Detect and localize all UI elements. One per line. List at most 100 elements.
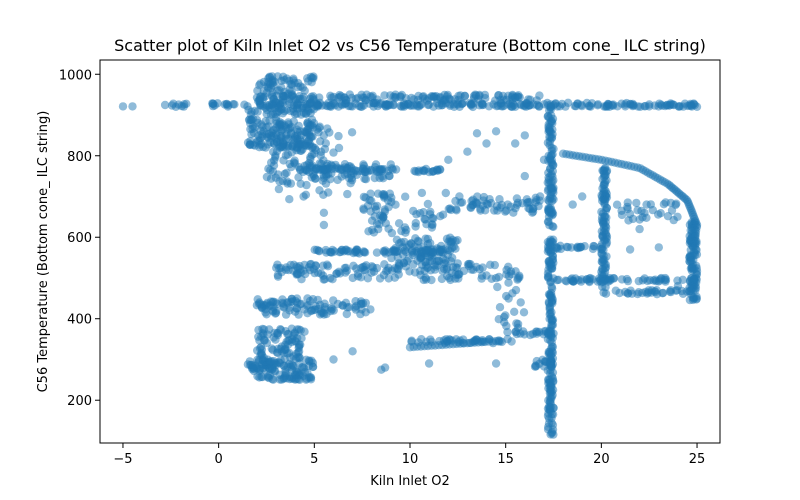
- data-point: [349, 261, 358, 270]
- data-point: [315, 186, 324, 195]
- data-point: [563, 98, 573, 108]
- data-point: [544, 290, 554, 299]
- data-point: [361, 95, 370, 105]
- data-point: [267, 357, 276, 366]
- data-point: [417, 188, 427, 198]
- data-point: [277, 125, 286, 134]
- data-point: [347, 128, 357, 137]
- data-point: [273, 272, 283, 281]
- data-point: [360, 174, 369, 183]
- data-point: [358, 299, 368, 308]
- data-point: [417, 335, 426, 344]
- data-point: [601, 223, 611, 232]
- data-point: [623, 202, 632, 212]
- data-point: [284, 118, 293, 127]
- data-point: [319, 271, 328, 280]
- y-tick-label: 600: [67, 231, 92, 246]
- data-point: [634, 288, 643, 297]
- data-point: [546, 394, 556, 404]
- data-point: [367, 216, 377, 225]
- data-point: [546, 171, 555, 181]
- data-point: [310, 149, 319, 158]
- data-point: [262, 338, 272, 348]
- data-point: [455, 270, 464, 279]
- data-point: [334, 143, 344, 153]
- data-point: [341, 268, 350, 277]
- data-point: [463, 147, 472, 156]
- data-point: [274, 184, 284, 194]
- data-point: [640, 274, 649, 283]
- x-tick-label: 20: [593, 452, 610, 467]
- x-axis: −5 0 5 10 15 20 25: [113, 443, 705, 467]
- data-point: [494, 91, 503, 100]
- data-point: [628, 99, 637, 109]
- x-tick-label: 0: [215, 452, 223, 467]
- data-point: [546, 192, 555, 201]
- data-point: [687, 100, 696, 110]
- data-point: [472, 129, 482, 138]
- data-point: [379, 270, 389, 280]
- data-point: [385, 171, 394, 181]
- data-point: [602, 203, 611, 213]
- data-point: [342, 164, 352, 173]
- data-point: [672, 199, 681, 208]
- data-point: [167, 101, 177, 110]
- data-point: [546, 386, 555, 395]
- data-point: [545, 403, 554, 412]
- data-point: [300, 127, 309, 136]
- data-point: [486, 260, 495, 269]
- data-point: [245, 115, 254, 124]
- data-point: [338, 301, 347, 310]
- data-point: [266, 138, 275, 147]
- data-point: [582, 275, 592, 284]
- x-tick-label: 5: [310, 452, 318, 467]
- data-point: [483, 200, 492, 209]
- data-point: [334, 164, 343, 173]
- data-point: [264, 77, 273, 87]
- data-point: [658, 288, 668, 298]
- data-point: [426, 239, 435, 248]
- data-point: [545, 221, 554, 230]
- data-point: [313, 295, 322, 305]
- data-point: [340, 93, 349, 102]
- data-point: [457, 198, 467, 207]
- data-point: [278, 176, 287, 186]
- data-point: [293, 353, 303, 362]
- data-point: [545, 141, 554, 150]
- data-point: [366, 189, 375, 198]
- data-point: [268, 307, 278, 316]
- data-point: [638, 213, 647, 222]
- data-point: [306, 306, 316, 316]
- data-point: [503, 200, 512, 209]
- data-point: [177, 101, 186, 111]
- data-point: [264, 373, 273, 383]
- data-point: [367, 262, 376, 271]
- data-point: [315, 310, 325, 319]
- data-point: [419, 275, 428, 285]
- data-point: [315, 247, 324, 256]
- data-point: [360, 248, 370, 257]
- data-point: [298, 83, 307, 92]
- y-tick-label: 1000: [59, 68, 92, 83]
- data-point: [292, 125, 302, 134]
- data-point: [657, 101, 667, 110]
- data-point: [523, 198, 532, 208]
- data-point: [609, 274, 618, 283]
- data-point: [663, 212, 673, 221]
- data-point: [513, 275, 522, 284]
- data-point: [383, 196, 393, 205]
- data-point: [451, 205, 461, 214]
- data-point: [292, 367, 302, 377]
- data-point: [380, 91, 389, 100]
- data-point: [553, 102, 562, 111]
- data-point: [128, 102, 137, 111]
- data-point: [599, 180, 609, 189]
- chart-title: Scatter plot of Kiln Inlet O2 vs C56 Tem…: [114, 36, 706, 56]
- data-point: [279, 92, 289, 101]
- data-point: [118, 102, 128, 111]
- data-point: [516, 298, 525, 307]
- data-point: [363, 201, 373, 210]
- data-point: [625, 245, 635, 254]
- data-point: [477, 271, 487, 280]
- data-point: [388, 165, 397, 174]
